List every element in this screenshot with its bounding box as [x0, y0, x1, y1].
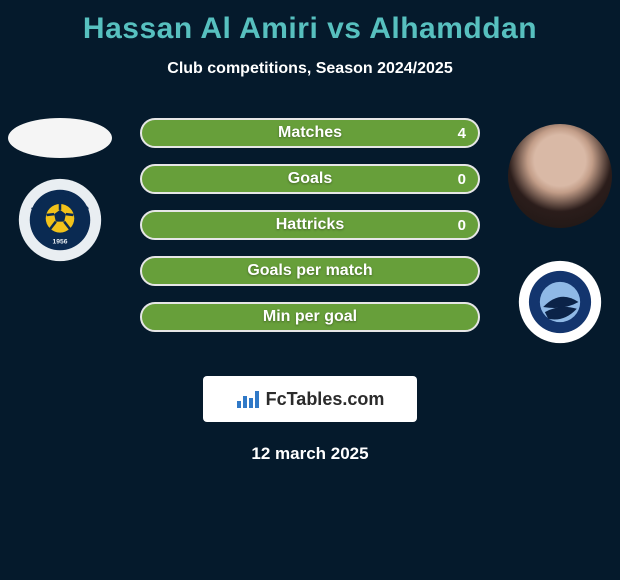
stat-bar-label: Goals per match: [247, 262, 372, 280]
brand-text: FcTables.com: [266, 389, 385, 410]
stat-bar-label: Matches: [278, 124, 342, 142]
stat-bar: Matches 4: [140, 118, 480, 148]
stat-bar-value-right: 4: [458, 125, 466, 142]
brand-box: FcTables.com: [203, 376, 417, 422]
stat-bar-value-right: 0: [458, 217, 466, 234]
stat-bar-label: Goals: [288, 170, 332, 188]
stat-bars: Matches 4 Goals 0 Hattricks 0 Goals per match M…: [140, 118, 480, 348]
brand-bars-icon: [236, 389, 260, 409]
stat-bar-value-right: 0: [458, 171, 466, 188]
comparison-card: Hassan Al Amiri vs Alhamddan Club compet…: [0, 0, 620, 580]
date-line: 12 march 2025: [0, 444, 620, 464]
page-title: Hassan Al Amiri vs Alhamddan: [0, 0, 620, 46]
stat-bar: Min per goal: [140, 302, 480, 332]
stat-bar: Hattricks 0: [140, 210, 480, 240]
stat-bar: Goals per match: [140, 256, 480, 286]
stats-area: Matches 4 Goals 0 Hattricks 0 Goals per match M…: [0, 118, 620, 358]
stat-bar: Goals 0: [140, 164, 480, 194]
stat-bar-label: Min per goal: [263, 308, 357, 326]
stat-bar-label: Hattricks: [276, 216, 344, 234]
page-subtitle: Club competitions, Season 2024/2025: [0, 60, 620, 78]
